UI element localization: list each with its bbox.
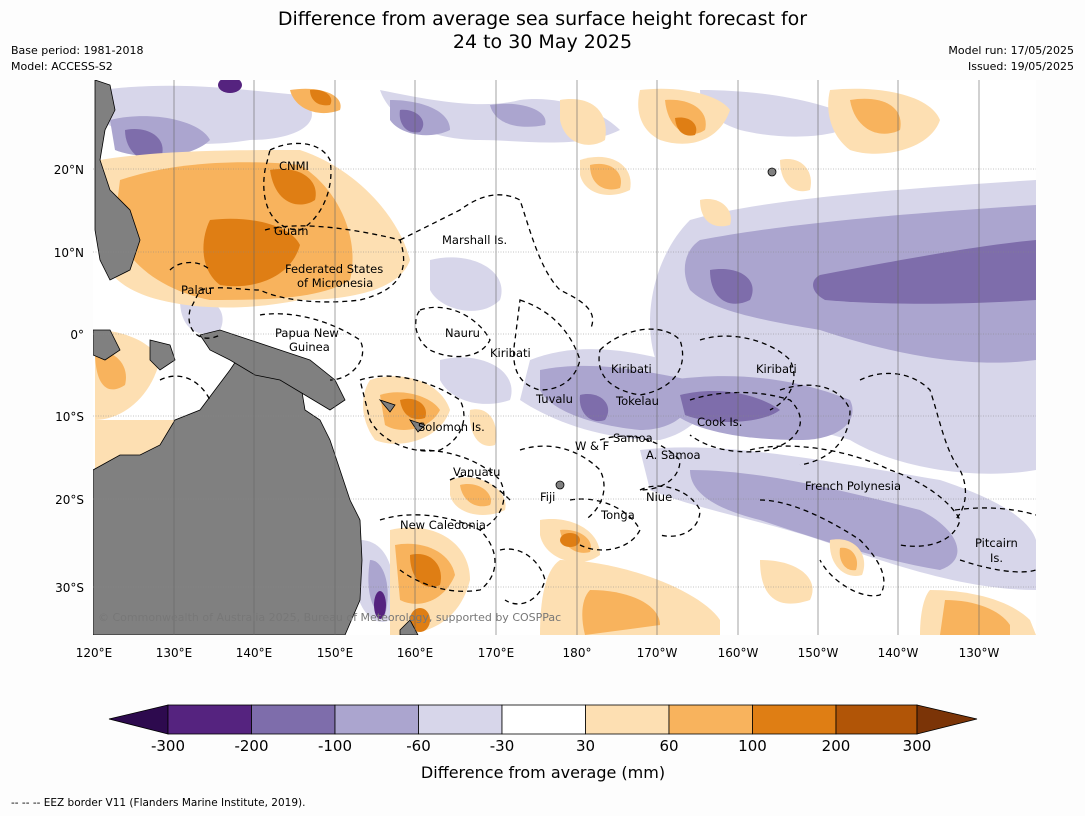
lon-ticks: 120°E 130°E 140°E 150°E 160°E 170°E 180°…	[76, 646, 1000, 660]
meta-right: Model run: 17/05/2025 Issued: 19/05/2025	[948, 43, 1074, 75]
colorbar-label: 300	[903, 737, 932, 755]
label-png-1: Papua New	[275, 326, 339, 340]
colorbar-under	[108, 704, 169, 735]
colorbar-label: -30	[490, 737, 515, 755]
issued-date: Issued: 19/05/2025	[967, 60, 1074, 73]
lon-tick: 170°E	[478, 646, 515, 660]
lat-tick: 0°	[70, 328, 84, 342]
title-line-2: 24 to 30 May 2025	[452, 31, 633, 53]
label-kiribati-central: Kiribati	[611, 362, 652, 376]
label-american-samoa: A. Samoa	[646, 448, 701, 462]
colorbar-segment	[752, 704, 837, 735]
label-marshall: Marshall Is.	[442, 233, 507, 247]
colorbar-labels: -300 -200 -100 -60 -30 30 60 100 200 300	[151, 737, 931, 755]
label-new-caledonia: New Caledonia	[400, 518, 486, 532]
lon-tick: 140°W	[878, 646, 919, 660]
lon-tick: 150°E	[317, 646, 354, 660]
colorbar-segment	[418, 704, 503, 735]
label-niue: Niue	[646, 490, 672, 504]
title-line-1: Difference from average sea surface heig…	[277, 8, 808, 30]
label-cook: Cook Is.	[697, 415, 742, 429]
lon-tick: 160°W	[718, 646, 759, 660]
label-pitcairn-1: Pitcairn	[975, 536, 1018, 550]
anomaly-positive-strong	[203, 89, 697, 632]
colorbar-segment	[334, 704, 419, 735]
label-tokelau: Tokelau	[615, 394, 659, 408]
colorbar	[108, 704, 978, 735]
lon-tick: 180°	[563, 646, 592, 660]
philippines	[94, 80, 141, 281]
lon-tick: 140°E	[236, 646, 273, 660]
lon-tick: 120°E	[76, 646, 113, 660]
colorbar-label: 30	[576, 737, 595, 755]
colorbar-over	[916, 704, 978, 735]
colorbar-segment	[585, 704, 670, 735]
colorbar-segment	[835, 704, 918, 735]
lon-tick: 150°W	[798, 646, 839, 660]
colorbar-label: -300	[151, 737, 185, 755]
colorbar-label: 200	[822, 737, 851, 755]
colorbar-label: 60	[659, 737, 678, 755]
map-panel: CNMI Guam Marshall Is. Federated States …	[93, 80, 1036, 635]
eez-footnote: -- -- -- EEZ border V11 (Flanders Marine…	[11, 797, 306, 809]
label-palau: Palau	[181, 283, 212, 297]
label-wallis-futuna: W & F	[575, 439, 609, 453]
anomaly-negative-strong	[125, 109, 1036, 422]
label-samoa: Samoa	[613, 431, 653, 445]
label-french-polynesia: French Polynesia	[805, 479, 901, 493]
label-pitcairn-2: Is.	[990, 551, 1003, 565]
colorbar-segment	[167, 704, 252, 735]
model-name: Model: ACCESS-S2	[11, 60, 113, 73]
new-guinea	[199, 329, 346, 411]
lon-tick: 130°W	[959, 646, 1000, 660]
colorbar-label: -60	[406, 737, 431, 755]
land-masses	[93, 80, 777, 635]
label-kiribati-east: Kiribati	[756, 362, 797, 376]
colorbar-label: 100	[738, 737, 767, 755]
label-fsm-2: of Micronesia	[297, 276, 373, 290]
label-fsm-1: Federated States	[285, 262, 383, 276]
label-vanuatu: Vanuatu	[453, 465, 500, 479]
label-kiribati-west: Kiribati	[490, 346, 531, 360]
lat-tick: 30°S	[55, 581, 84, 595]
label-png-2: Guinea	[289, 340, 330, 354]
copyright-notice: © Commonwealth of Australia 2025, Bureau…	[98, 611, 561, 624]
label-cnmi: CNMI	[279, 159, 309, 173]
map-title: Difference from average sea surface heig…	[0, 8, 1085, 54]
label-guam: Guam	[274, 224, 308, 238]
eez-borders	[159, 142, 1036, 605]
colorbar-segment	[251, 704, 336, 735]
colorbar-label: -200	[234, 737, 268, 755]
colorbar-label: -100	[318, 737, 352, 755]
label-tonga: Tonga	[600, 508, 635, 522]
lon-tick: 130°E	[156, 646, 193, 660]
label-nauru: Nauru	[445, 326, 480, 340]
anomaly-negative-extreme	[218, 80, 386, 619]
lat-tick: 10°N	[54, 246, 84, 260]
lon-tick: 160°E	[397, 646, 434, 660]
colorbar-segment	[501, 704, 586, 735]
meridians	[173, 80, 980, 635]
label-fiji: Fiji	[540, 490, 555, 504]
lat-ticks: 20°N 10°N 0° 10°S 20°S 30°S	[54, 163, 84, 595]
lat-tick: 20°N	[54, 163, 84, 177]
lat-tick: 20°S	[55, 493, 84, 507]
colorbar-segment	[668, 704, 753, 735]
label-tuvalu: Tuvalu	[535, 392, 573, 406]
lon-tick: 170°W	[637, 646, 678, 660]
label-solomon: Solomon Is.	[418, 420, 485, 434]
colorbar-title: Difference from average (mm)	[421, 763, 665, 782]
model-run: Model run: 17/05/2025	[948, 44, 1074, 57]
graticule	[93, 168, 1036, 588]
lat-tick: 10°S	[55, 410, 84, 424]
meta-left: Base period: 1981-2018 Model: ACCESS-S2	[11, 43, 143, 75]
base-period: Base period: 1981-2018	[11, 44, 144, 57]
